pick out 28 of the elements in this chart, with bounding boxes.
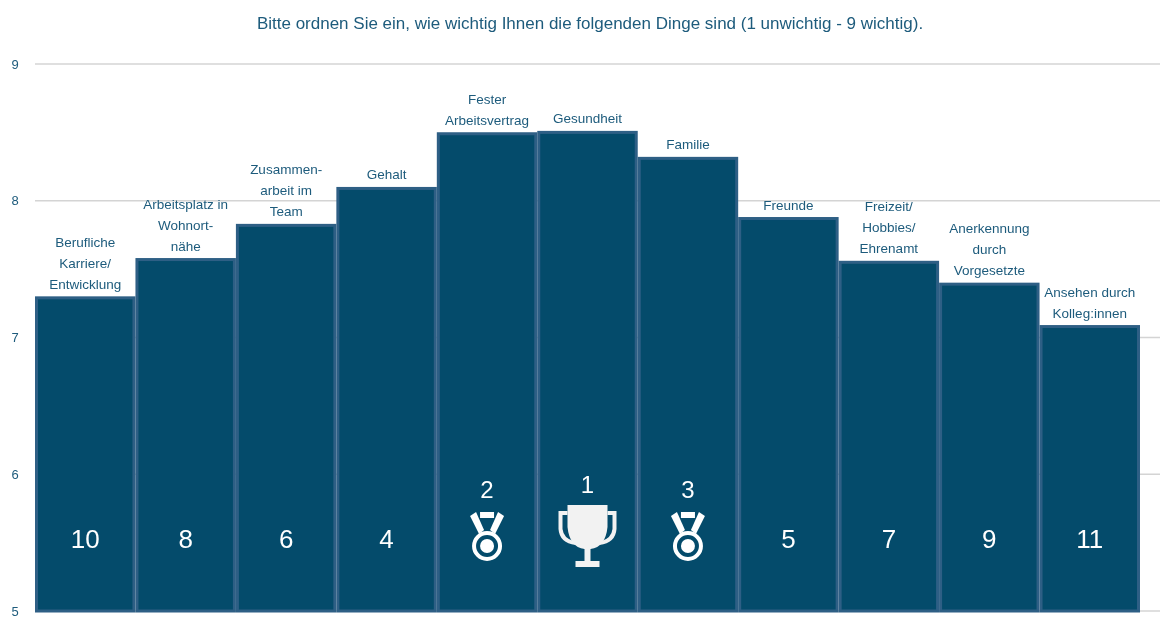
x-tick-label: Fester Arbeitsvertrag bbox=[445, 91, 530, 128]
x-tick-label: Arbeitsplatz in Wohnort- nähe bbox=[143, 196, 229, 254]
y-tick-label: 6 bbox=[11, 466, 19, 482]
x-tick-label: Gehalt bbox=[366, 167, 407, 183]
annotation: 1 bbox=[580, 471, 595, 498]
x-tick-label: Freunde bbox=[763, 197, 814, 213]
annotation: 7 bbox=[881, 524, 897, 554]
x-tick-label: Familie bbox=[666, 137, 710, 153]
y-tick-label: 8 bbox=[11, 193, 19, 209]
x-tick-label: Zusammen- arbeit im Team bbox=[250, 162, 323, 220]
annotation: 5 bbox=[781, 524, 796, 554]
annotation: 4 bbox=[379, 524, 394, 554]
x-tick-label: Anerkennung durch Vorgesetzte bbox=[949, 221, 1030, 279]
x-tick-label: Gesundheit bbox=[552, 111, 623, 127]
x-tick-label: Berufliche Karriere/ Entwicklung bbox=[49, 234, 122, 292]
y-tick-label: 5 bbox=[11, 603, 19, 617]
annotation: 3 bbox=[681, 476, 695, 503]
chart-title: Bitte ordnen Sie ein, wie wichtig Ihnen die folgenden Dinge sind (1 unwichtig - 9 wichtig). bbox=[256, 14, 924, 33]
annotation: 6 bbox=[278, 524, 294, 554]
x-tick-label: Freizeit/ Hobbies/ Ehrenamt bbox=[859, 199, 919, 257]
annotation: 2 bbox=[480, 476, 494, 503]
annotation: 8 bbox=[178, 524, 193, 554]
annotation: 11 bbox=[1076, 524, 1104, 554]
y-tick-label: 7 bbox=[11, 330, 19, 346]
x-tick-label: Ansehen durch Kolleg:innen bbox=[1044, 284, 1136, 321]
annotation: 9 bbox=[982, 524, 997, 554]
annotation: 10 bbox=[70, 524, 100, 554]
y-tick-label: 9 bbox=[11, 56, 19, 72]
